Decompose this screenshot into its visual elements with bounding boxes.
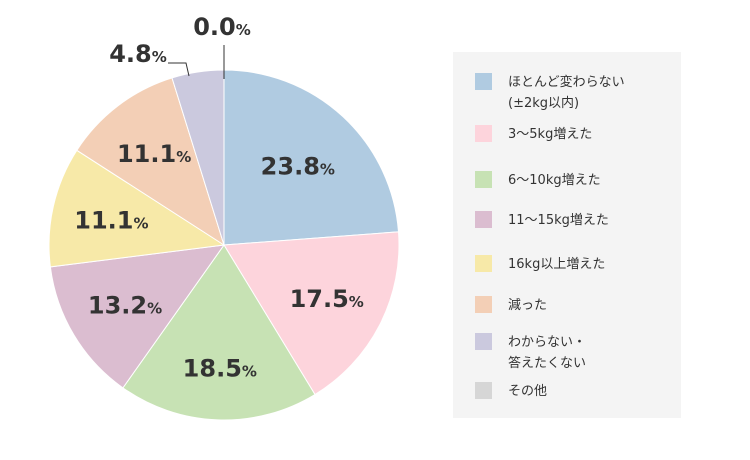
legend-swatch-3	[475, 211, 492, 228]
legend-swatch-6	[475, 333, 492, 350]
legend-label-1: 3〜5kg増えた	[508, 127, 593, 142]
legend-label-3: 11〜15kg増えた	[508, 213, 609, 228]
legend-item-2: 6〜10kg増えた	[475, 170, 601, 191]
pie-slice-4	[48, 149, 226, 268]
legend-item-0: ほとんど変わらない (±2kg以内)	[475, 72, 625, 114]
legend-label-2: 6〜10kg増えた	[508, 173, 601, 188]
legend-item-6: わからない・ 答えたくない	[475, 332, 586, 374]
legend-item-7: その他	[475, 381, 547, 402]
legend-label-5: 減った	[508, 298, 548, 313]
legend-item-3: 11〜15kg増えた	[475, 210, 609, 231]
legend-swatch-0	[475, 73, 492, 90]
data-label-7: 0.0%	[193, 13, 251, 41]
pie-slice-3	[49, 244, 226, 389]
pie-slice-5	[76, 77, 225, 247]
legend-swatch-1	[475, 125, 492, 142]
pie-slice-0	[223, 69, 400, 246]
data-label-6: 4.8%	[109, 40, 167, 68]
legend-swatch-4	[475, 255, 492, 272]
legend-label-4: 16kg以上増えた	[508, 257, 606, 272]
leader-line-6	[168, 62, 190, 77]
legend-label-6: わからない・ 答えたくない	[508, 335, 587, 371]
data-label-1: 17.5%	[290, 285, 364, 313]
legend-item-4: 16kg以上増えた	[475, 254, 605, 275]
data-label-2: 18.5%	[183, 354, 257, 382]
legend-item-1: 3〜5kg増えた	[475, 124, 592, 145]
pie-slice-1	[223, 231, 400, 396]
legend-label-0: ほとんど変わらない (±2kg以内)	[508, 75, 625, 111]
legend: ほとんど変わらない (±2kg以内) 3〜5kg増えた 6〜10kg増えた 11〜15…	[453, 52, 681, 418]
legend-swatch-7	[475, 382, 492, 399]
legend-swatch-2	[475, 171, 492, 188]
legend-swatch-5	[475, 296, 492, 313]
data-label-0: 23.8%	[261, 152, 335, 180]
data-label-4: 11.1%	[74, 207, 148, 235]
data-label-5: 11.1%	[117, 140, 191, 168]
data-label-3: 13.2%	[88, 291, 162, 319]
pie-chart: 23.8% 17.5% 18.5% 13.2% 11.1% 11.1% 4.8% 0.0%	[48, 13, 400, 421]
legend-item-5: 減った	[475, 295, 547, 316]
pie-slice-2	[122, 244, 316, 421]
legend-label-7: その他	[508, 384, 548, 399]
